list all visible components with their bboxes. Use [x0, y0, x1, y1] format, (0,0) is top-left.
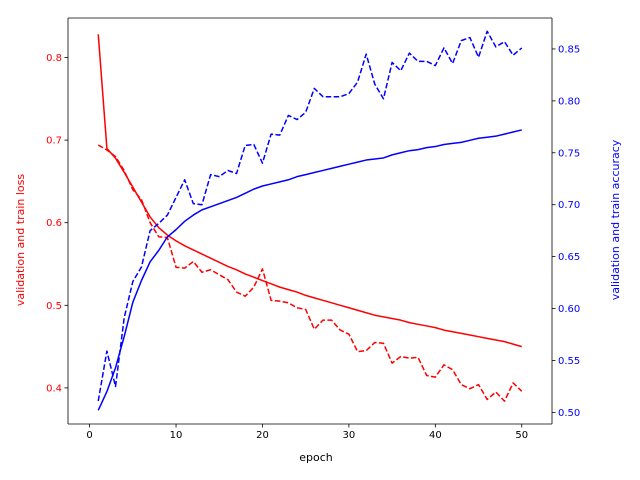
x-axis-label: epoch [299, 451, 333, 464]
x-tick-label: 20 [256, 430, 269, 441]
y-left-tick-label: 0.4 [46, 383, 62, 394]
accuracy-dashed-line [97, 30, 523, 402]
y-right-tick-label: 0.75 [558, 148, 580, 159]
y-axis-label-left: validation and train loss [14, 174, 27, 306]
loss-dashed-line [97, 144, 523, 402]
accuracy-solid-line [97, 129, 522, 411]
y-right-tick-label: 0.70 [558, 200, 580, 211]
y-left-tick-label: 0.6 [46, 218, 62, 229]
loss-solid-line [97, 34, 522, 348]
y-right-tick-label: 0.55 [558, 356, 580, 367]
y-axis-label-right: validation and train accuracy [609, 139, 622, 300]
x-tick-label: 30 [343, 430, 356, 441]
y-right-tick-label: 0.85 [558, 44, 580, 55]
y-right-tick-label: 0.60 [558, 304, 580, 315]
x-tick-label: 50 [515, 430, 528, 441]
y-left-tick-label: 0.8 [46, 53, 62, 64]
y-right-tick-label: 0.65 [558, 252, 580, 263]
x-tick-label: 0 [86, 430, 92, 441]
x-tick-label: 10 [170, 430, 183, 441]
y-left-tick-label: 0.5 [46, 301, 62, 312]
x-tick-label: 40 [429, 430, 442, 441]
y-left-tick-label: 0.7 [46, 136, 62, 147]
y-right-tick-label: 0.80 [558, 96, 580, 107]
y-right-tick-label: 0.50 [558, 408, 580, 419]
